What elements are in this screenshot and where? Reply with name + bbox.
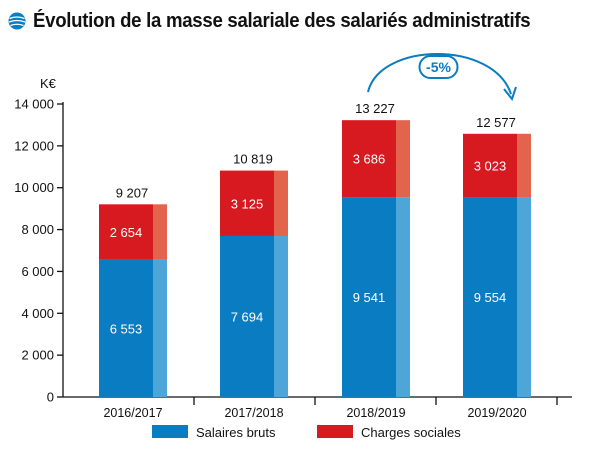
- bar-charges-sociales: [220, 170, 274, 236]
- annotation-label: -5%: [426, 59, 451, 75]
- y-tick-label: 10 000: [14, 180, 54, 195]
- y-tick-label: 14 000: [14, 97, 54, 112]
- bar-charges-sociales: [463, 133, 517, 198]
- annotation-arrow-arc: [367, 53, 512, 95]
- data-label-total: 12 577: [476, 115, 516, 130]
- x-tick-label: 2018/2019: [346, 406, 405, 420]
- annotation-arrowhead: [503, 86, 517, 102]
- data-label-total: 10 819: [233, 152, 273, 167]
- legend-label-charges-sociales: Charges sociales: [361, 425, 461, 440]
- chart-header: Évolution de la masse salariale des sala…: [8, 6, 568, 36]
- bar-salaires-bruts-highlight: [396, 197, 410, 397]
- y-tick-label: 12 000: [14, 138, 54, 153]
- y-tick-label: 2 000: [21, 348, 54, 363]
- globe-icon: [8, 12, 26, 30]
- bar-salaires-bruts: [99, 259, 153, 397]
- bar-salaires-bruts-highlight: [153, 259, 167, 397]
- x-tick-label: 2019/2020: [467, 406, 526, 420]
- legend-label-salaires-bruts: Salaires bruts: [196, 425, 276, 440]
- y-tick-label: 8 000: [21, 222, 54, 237]
- bar-charges-sociales-highlight: [274, 170, 288, 236]
- data-label-total: 13 227: [355, 101, 395, 116]
- bar-charges-sociales-highlight: [153, 204, 167, 260]
- y-tick-label: 4 000: [21, 306, 54, 321]
- data-label-salaires-bruts: 9 554: [474, 290, 507, 305]
- data-label-salaires-bruts: 6 553: [110, 321, 143, 336]
- bar-salaires-bruts: [463, 197, 517, 397]
- data-label-salaires-bruts: 7 694: [231, 309, 264, 324]
- bar-salaires-bruts: [220, 235, 274, 397]
- bar-salaires-bruts-highlight: [517, 197, 531, 397]
- y-tick-label: 6 000: [21, 264, 54, 279]
- bar-charges-sociales-highlight: [517, 133, 531, 198]
- legend-swatch-salaires-bruts: [152, 425, 188, 438]
- bar-charges-sociales-highlight: [396, 120, 410, 198]
- bar-charges-sociales: [342, 120, 396, 198]
- y-tick-label: 0: [47, 390, 54, 405]
- bar-salaires-bruts: [342, 197, 396, 397]
- x-tick-label: 2016/2017: [103, 406, 162, 420]
- data-label-salaires-bruts: 9 541: [353, 290, 386, 305]
- data-label-charges-sociales: 2 654: [110, 225, 143, 240]
- data-label-charges-sociales: 3 125: [231, 196, 264, 211]
- data-label-charges-sociales: 3 686: [353, 152, 386, 167]
- annotation-badge: [418, 55, 459, 79]
- bar-salaires-bruts-highlight: [274, 235, 288, 397]
- page-title: Évolution de la masse salariale des sala…: [33, 9, 531, 32]
- y-axis-unit-label: K€: [40, 76, 57, 91]
- x-tick-label: 2017/2018: [224, 406, 283, 420]
- data-label-total: 9 207: [116, 185, 149, 200]
- bar-charges-sociales: [99, 204, 153, 260]
- legend-swatch-charges-sociales: [317, 425, 353, 438]
- data-label-charges-sociales: 3 023: [474, 158, 507, 173]
